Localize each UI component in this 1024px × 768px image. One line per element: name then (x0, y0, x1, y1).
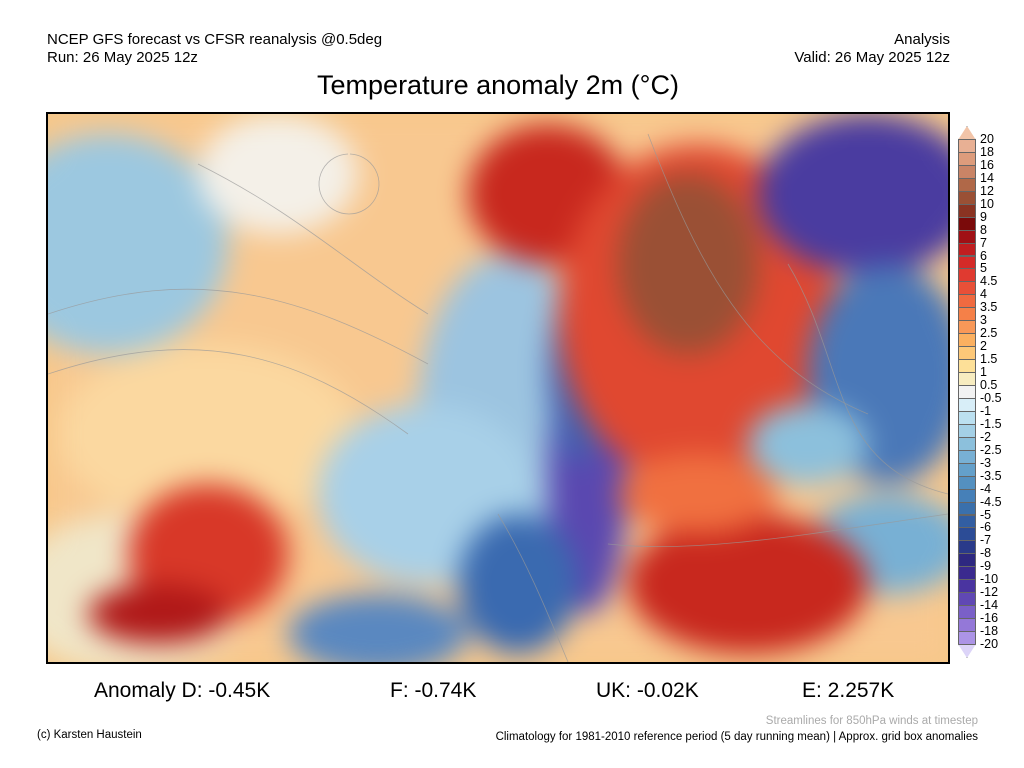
legend-swatch (958, 579, 976, 594)
legend-label: -2.5 (980, 442, 1002, 457)
legend-swatch (958, 488, 976, 503)
legend-label: -7 (980, 533, 992, 548)
legend-label: -16 (980, 611, 999, 626)
legend-label: 2.5 (980, 326, 998, 341)
legend-label: 1.5 (980, 352, 998, 367)
legend-swatch (958, 449, 976, 464)
legend-swatch (958, 540, 976, 555)
legend-label: 3.5 (980, 300, 998, 315)
legend-swatch (958, 294, 976, 309)
legend-label: -5 (980, 507, 992, 522)
legend-label: 12 (980, 183, 994, 198)
legend-label: 10 (980, 196, 994, 211)
climatology-note: Climatology for 1981-2010 reference peri… (495, 731, 978, 743)
legend-swatch (958, 333, 976, 348)
legend-swatch (958, 151, 976, 166)
legend-label: -4.5 (980, 494, 1002, 509)
legend-label: 6 (980, 248, 987, 263)
legend-swatch (958, 644, 976, 658)
legend-label: -14 (980, 598, 999, 613)
legend-swatch (958, 359, 976, 374)
legend-swatch (958, 566, 976, 581)
legend-swatch (958, 126, 976, 140)
legend-label: 4 (980, 287, 987, 302)
anomaly-field (48, 114, 948, 662)
legend-label: -3.5 (980, 468, 1002, 483)
legend-label: 5 (980, 261, 987, 276)
credit: (c) Karsten Haustein (37, 729, 142, 741)
analysis-label: Analysis (894, 31, 950, 48)
temperature-anomaly-map (46, 112, 950, 664)
legend-label: 14 (980, 170, 994, 185)
legend-swatch (958, 436, 976, 451)
legend-swatch (958, 346, 976, 361)
legend-swatch (958, 385, 976, 399)
legend-swatch (958, 281, 976, 296)
legend-label: -12 (980, 585, 999, 600)
model-info: NCEP GFS forecast vs CFSR reanalysis @0.… (47, 31, 383, 48)
anomaly-f: F: -0.74K (390, 679, 477, 702)
legend-swatch (958, 475, 976, 490)
legend-swatch (958, 605, 976, 620)
legend-swatch (958, 410, 976, 425)
anomaly-uk: UK: -0.02K (596, 679, 699, 702)
legend-label: 7 (980, 235, 987, 250)
legend-label: 4.5 (980, 274, 998, 289)
legend-swatch (958, 229, 976, 244)
legend-swatch (958, 423, 976, 438)
legend-label: -6 (980, 520, 992, 535)
legend-swatch (958, 190, 976, 205)
legend-label: -0.5 (980, 390, 1002, 405)
legend-label: 9 (980, 209, 987, 224)
legend-label: 3 (980, 313, 987, 328)
legend-label: 16 (980, 157, 994, 172)
legend-swatch (958, 397, 976, 412)
valid-time: Valid: 26 May 2025 12z (794, 49, 950, 66)
streamlines (48, 133, 948, 662)
legend-swatch (958, 553, 976, 568)
run-info: Run: 26 May 2025 12z (47, 49, 198, 66)
legend-label: -9 (980, 559, 992, 574)
legend-label: -1 (980, 403, 992, 418)
legend-swatch (958, 242, 976, 257)
legend-swatch (958, 592, 976, 607)
legend-label: -3 (980, 455, 992, 470)
legend-label: 18 (980, 144, 994, 159)
legend-swatch (958, 268, 976, 283)
legend-swatch (958, 372, 976, 386)
legend-label: 1 (980, 365, 987, 380)
legend-label: 0.5 (980, 378, 998, 392)
legend-swatch (958, 320, 976, 335)
legend-label: 2 (980, 339, 987, 354)
anomaly-d: Anomaly D: -0.45K (94, 679, 271, 702)
legend-label: 8 (980, 222, 987, 237)
legend-swatch (958, 618, 976, 633)
legend-swatch (958, 138, 976, 153)
legend-swatch (958, 164, 976, 179)
legend-swatch (958, 255, 976, 270)
legend-swatch (958, 631, 976, 645)
legend-swatch (958, 527, 976, 542)
legend-swatch (958, 203, 976, 218)
legend-swatch (958, 514, 976, 529)
legend-swatch (958, 216, 976, 231)
legend-label: -8 (980, 546, 992, 561)
legend-swatch (958, 462, 976, 477)
legend-label: -1.5 (980, 416, 1002, 431)
legend-swatch (958, 501, 976, 516)
legend-swatch (958, 307, 976, 322)
legend-label: -20 (980, 637, 999, 651)
legend-label: -10 (980, 572, 999, 587)
legend-swatch (958, 177, 976, 192)
anomaly-e: E: 2.257K (802, 679, 895, 702)
streamlines-note: Streamlines for 850hPa winds at timestep (765, 715, 978, 727)
legend-label: 20 (980, 131, 994, 146)
legend-label: -18 (980, 624, 999, 639)
legend-label: -4 (980, 481, 992, 496)
legend-label: -2 (980, 429, 992, 444)
chart-title: Temperature anomaly 2m (°C) (317, 70, 679, 100)
